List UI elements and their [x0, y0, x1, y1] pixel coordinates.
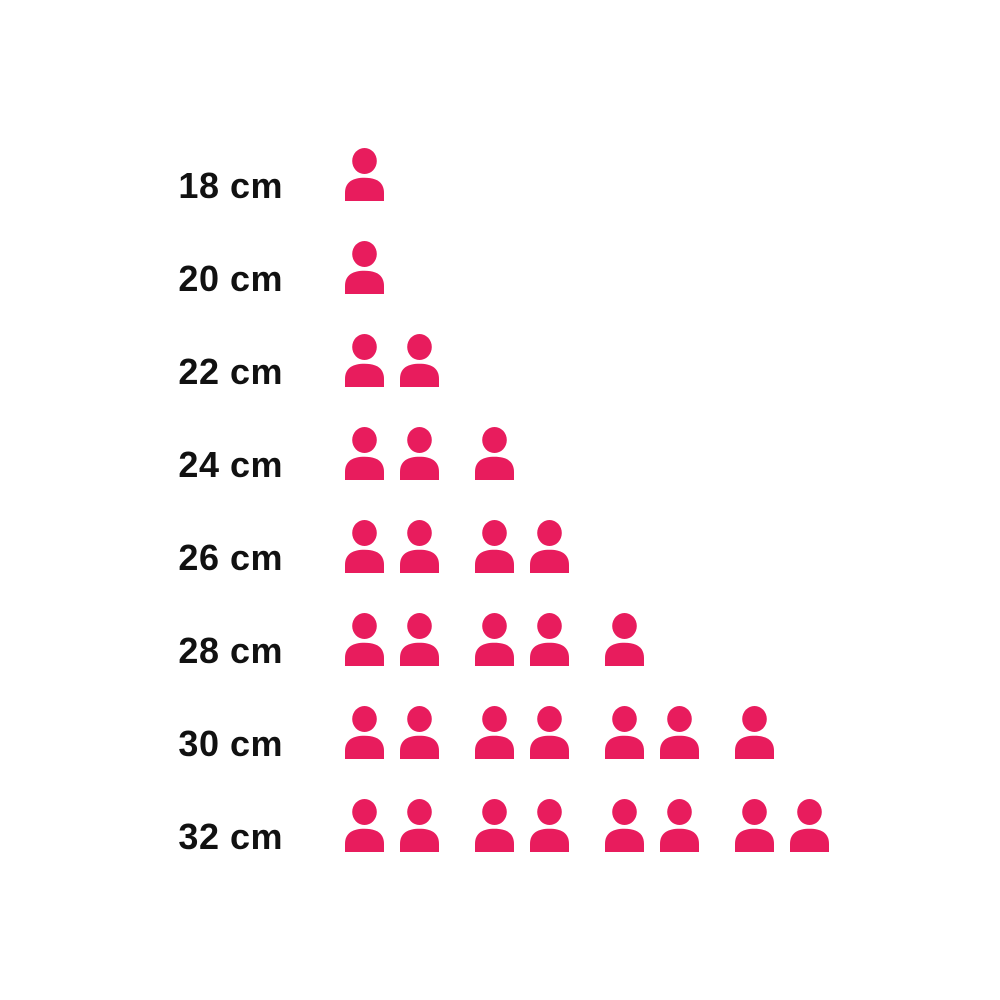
person-icon	[471, 520, 518, 573]
icon-group	[341, 241, 388, 294]
person-icon	[731, 706, 778, 759]
person-icon	[396, 613, 443, 666]
category-label: 20 cm	[178, 257, 283, 299]
pictogram-row: 30 cm	[0, 697, 1000, 790]
person-icon	[731, 799, 778, 852]
person-icon	[471, 706, 518, 759]
category-label: 28 cm	[178, 629, 283, 671]
person-icon	[341, 241, 388, 294]
icon-group	[341, 427, 518, 480]
person-icon	[656, 799, 703, 852]
person-icon	[341, 613, 388, 666]
person-icon	[526, 706, 573, 759]
category-label: 30 cm	[178, 722, 283, 764]
pictogram-row: 24 cm	[0, 418, 1000, 511]
pictogram-row: 32 cm	[0, 790, 1000, 883]
icon-group	[341, 520, 573, 573]
person-icon	[396, 799, 443, 852]
person-icon	[471, 427, 518, 480]
person-icon	[396, 334, 443, 387]
person-icon	[396, 427, 443, 480]
person-icon	[471, 613, 518, 666]
icon-group	[341, 148, 388, 201]
person-icon	[786, 799, 833, 852]
person-icon	[341, 799, 388, 852]
person-icon	[526, 613, 573, 666]
person-icon	[341, 427, 388, 480]
pictogram-row: 26 cm	[0, 511, 1000, 604]
person-icon	[341, 148, 388, 201]
person-icon	[601, 613, 648, 666]
category-label: 18 cm	[178, 164, 283, 206]
person-icon	[341, 520, 388, 573]
category-label: 24 cm	[178, 443, 283, 485]
person-icon	[601, 799, 648, 852]
person-icon	[396, 520, 443, 573]
icon-group	[341, 799, 833, 852]
person-icon	[471, 799, 518, 852]
person-icon	[601, 706, 648, 759]
category-label: 26 cm	[178, 536, 283, 578]
icon-group	[341, 613, 648, 666]
icon-group	[341, 334, 443, 387]
pictogram-chart: 18 cm 20 cm 22 cm 24 cm 26 cm 28 cm 30 cm 32 cm	[0, 139, 1000, 883]
icon-group	[341, 706, 778, 759]
person-icon	[341, 334, 388, 387]
person-icon	[526, 520, 573, 573]
person-icon	[341, 706, 388, 759]
person-icon	[656, 706, 703, 759]
pictogram-row: 18 cm	[0, 139, 1000, 232]
pictogram-row: 22 cm	[0, 325, 1000, 418]
person-icon	[526, 799, 573, 852]
category-label: 22 cm	[178, 350, 283, 392]
person-icon	[396, 706, 443, 759]
pictogram-row: 28 cm	[0, 604, 1000, 697]
pictogram-row: 20 cm	[0, 232, 1000, 325]
category-label: 32 cm	[178, 815, 283, 857]
